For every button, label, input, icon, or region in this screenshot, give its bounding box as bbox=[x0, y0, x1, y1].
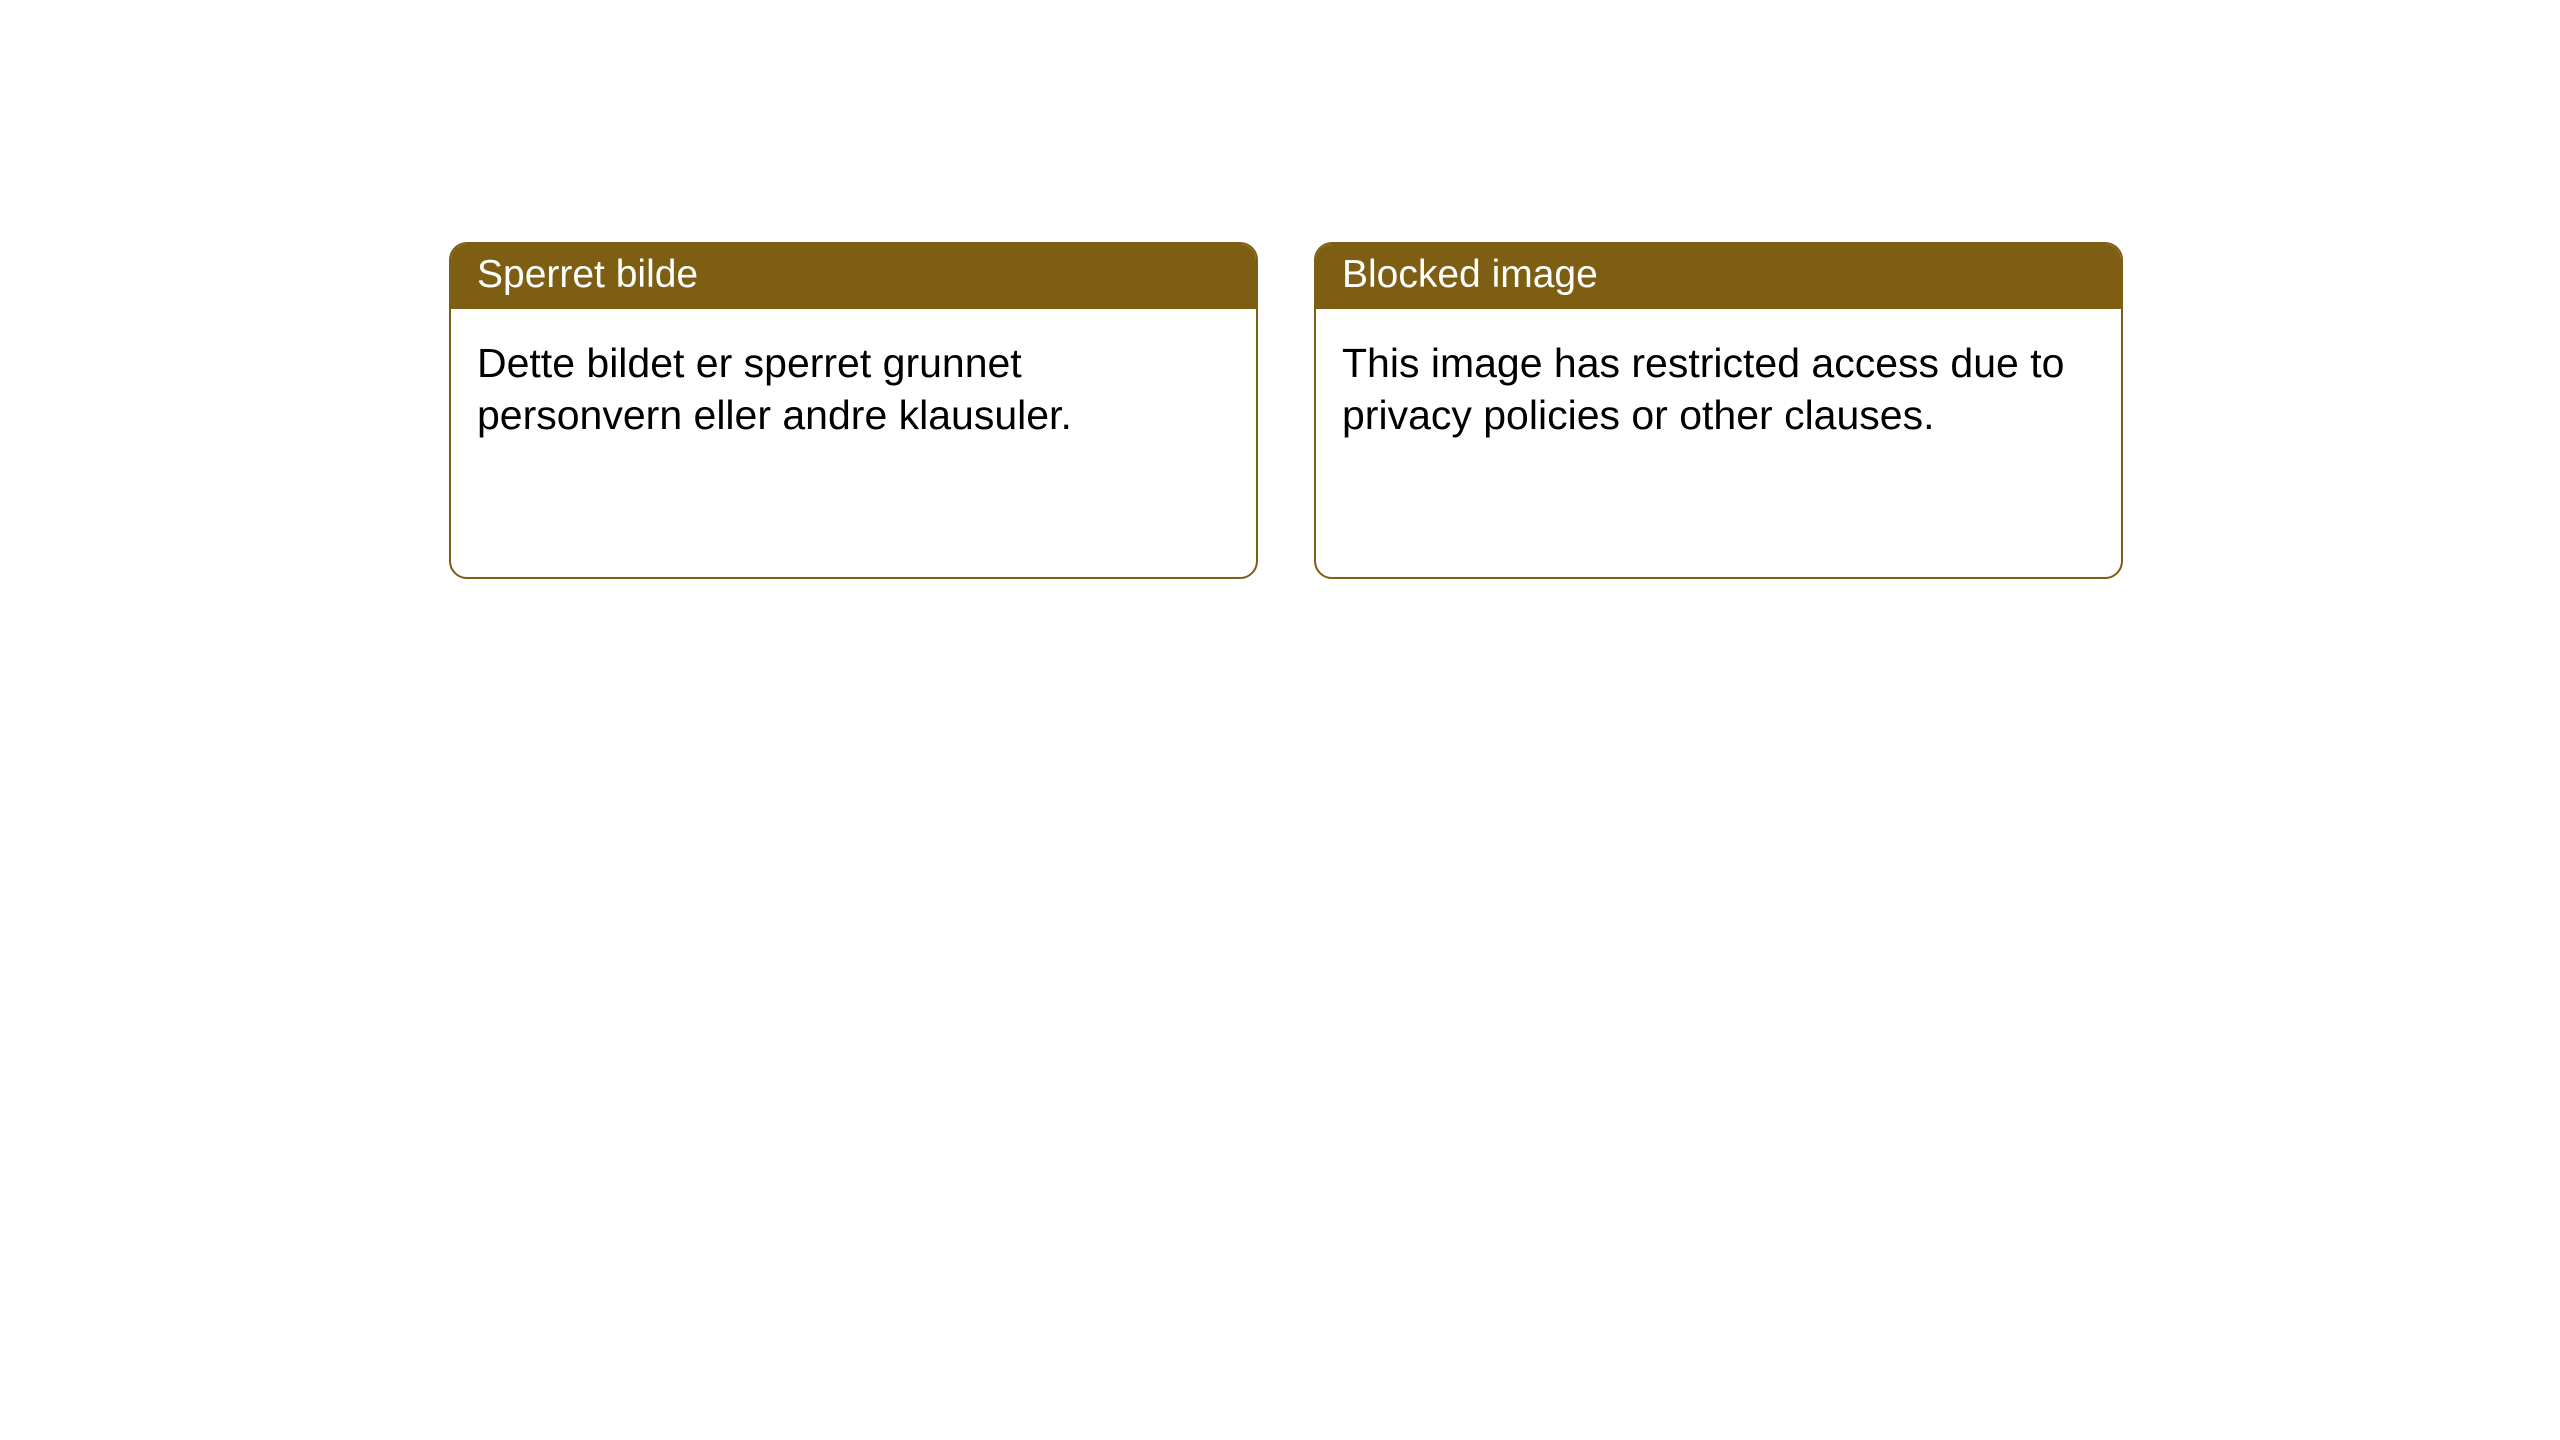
notice-card-english: Blocked image This image has restricted … bbox=[1314, 242, 2123, 579]
notice-header: Sperret bilde bbox=[451, 244, 1256, 309]
notice-container: Sperret bilde Dette bildet er sperret gr… bbox=[0, 0, 2560, 579]
notice-card-norwegian: Sperret bilde Dette bildet er sperret gr… bbox=[449, 242, 1258, 579]
notice-body: Dette bildet er sperret grunnet personve… bbox=[451, 309, 1256, 470]
notice-body: This image has restricted access due to … bbox=[1316, 309, 2121, 470]
notice-header: Blocked image bbox=[1316, 244, 2121, 309]
